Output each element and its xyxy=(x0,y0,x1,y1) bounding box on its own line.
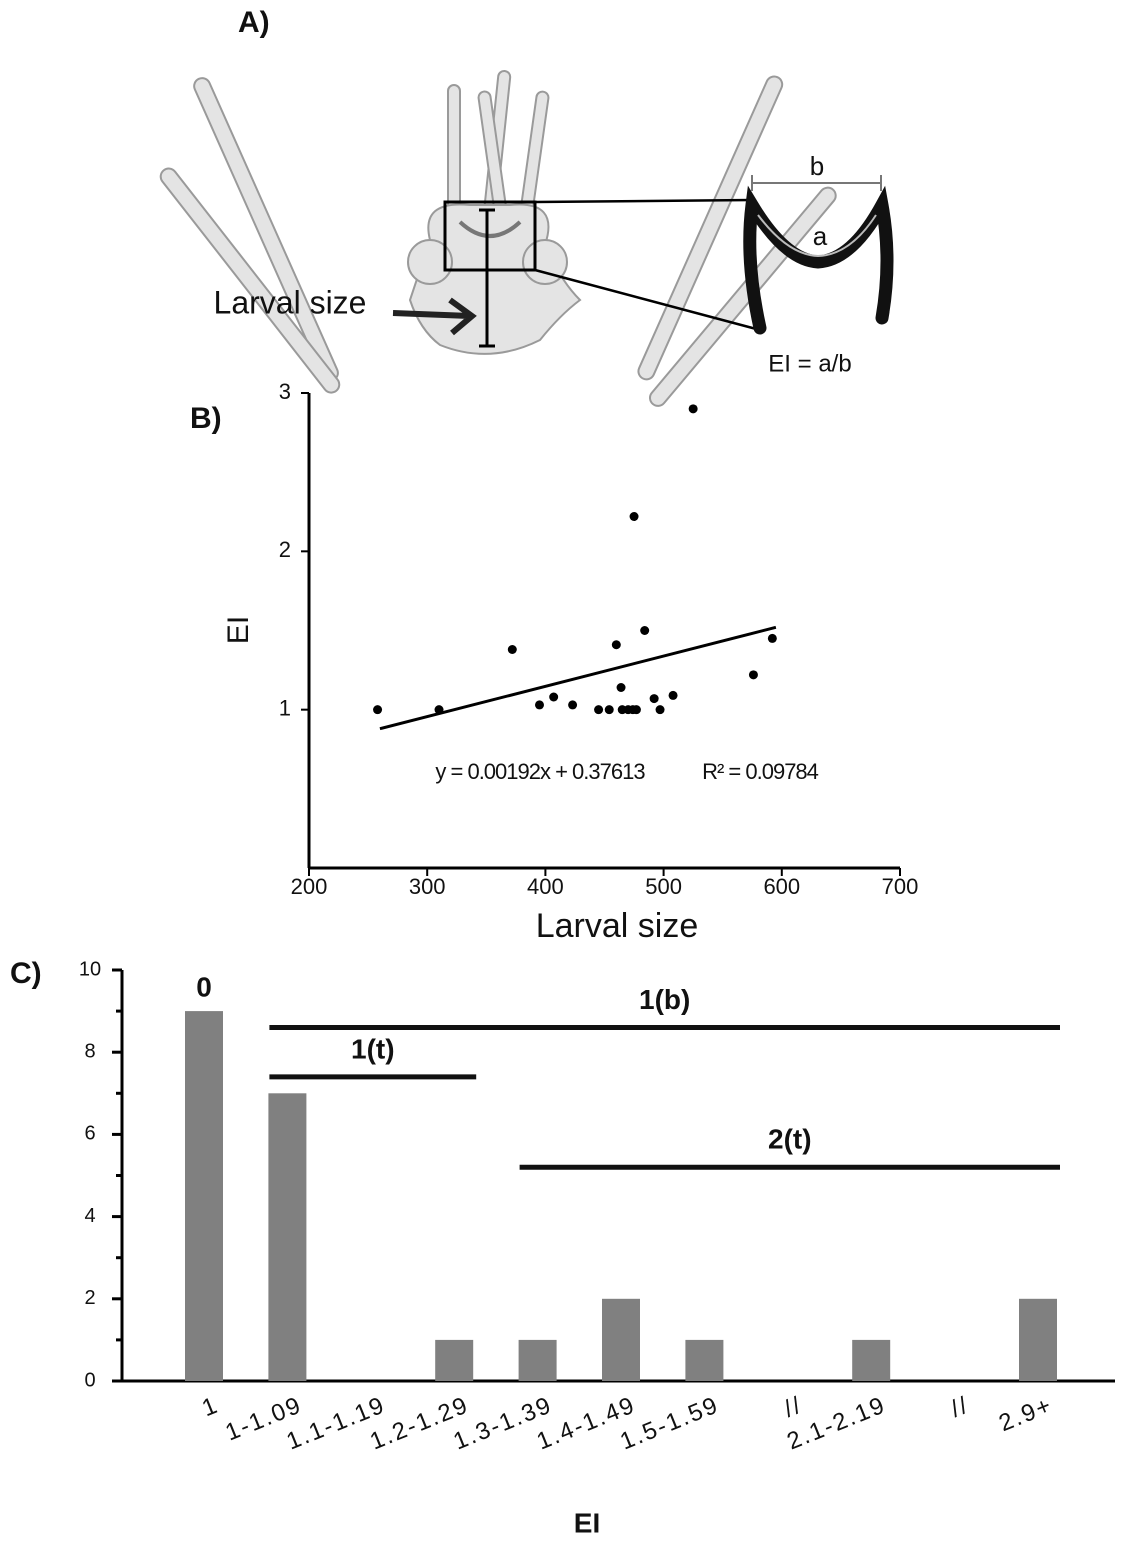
panel-label: B) xyxy=(190,402,222,435)
zoom-line xyxy=(534,198,753,204)
group-label: 1(t) xyxy=(351,1033,395,1064)
point xyxy=(434,705,444,715)
panel-label: C) xyxy=(10,957,42,990)
point xyxy=(668,690,678,700)
x-axis-label: EI xyxy=(574,1507,600,1538)
a-label: a xyxy=(813,221,828,251)
y-tick-label: 3 xyxy=(279,379,291,404)
y-tick-label: 8 xyxy=(84,1040,95,1062)
y-tick-label: 10 xyxy=(79,958,101,980)
bar xyxy=(1019,1298,1057,1381)
point xyxy=(616,683,626,692)
bar xyxy=(435,1339,474,1381)
bar xyxy=(685,1339,724,1381)
x-tick-label: 500 xyxy=(645,874,682,899)
x-tick-label: 700 xyxy=(882,874,919,899)
x-tick-label: 400 xyxy=(527,874,564,899)
point xyxy=(611,640,621,650)
point xyxy=(568,700,578,710)
larva-illustration xyxy=(159,69,837,407)
group-label: 0 xyxy=(196,971,212,1002)
point xyxy=(767,633,777,643)
point xyxy=(688,404,698,414)
point xyxy=(604,705,614,715)
x-tick-label: 200 xyxy=(291,874,328,899)
bar xyxy=(852,1339,891,1381)
zoom-box xyxy=(443,200,537,272)
point xyxy=(649,694,659,704)
b-measure xyxy=(751,175,882,191)
b-label: b xyxy=(810,151,824,181)
x-tick-label: 2.9+ xyxy=(995,1391,1056,1437)
x-axis-label: Larval size xyxy=(536,907,699,945)
x-tick-label: 600 xyxy=(763,874,800,899)
inset-shape xyxy=(743,185,894,335)
y-tick-label: 0 xyxy=(84,1369,95,1391)
point xyxy=(631,705,641,715)
x-tick-label: // xyxy=(780,1391,806,1423)
zoom-line xyxy=(534,268,761,332)
size-bar xyxy=(479,208,495,348)
equation: y = 0.00192x + 0.37613 xyxy=(435,759,645,784)
y-axis-label: EI xyxy=(222,616,255,644)
group-label: 2(t) xyxy=(768,1124,812,1155)
y-tick-label: 2 xyxy=(279,537,291,562)
point xyxy=(373,705,383,715)
group-label: 1(b) xyxy=(639,984,690,1015)
bar xyxy=(518,1339,557,1381)
trendline xyxy=(379,625,777,731)
point xyxy=(507,645,517,654)
point xyxy=(640,626,650,635)
point xyxy=(594,705,604,715)
point xyxy=(655,705,665,715)
y-tick-label: 6 xyxy=(84,1123,95,1145)
size-arrow xyxy=(392,297,477,336)
size-label: Larval size xyxy=(214,284,367,320)
bar xyxy=(185,1011,223,1381)
inset-inner xyxy=(757,214,877,258)
point xyxy=(748,670,758,680)
x-tick-label: 300 xyxy=(409,874,446,899)
bar xyxy=(268,1093,307,1381)
x-tick-label: // xyxy=(947,1391,973,1423)
y-tick-label: 4 xyxy=(84,1205,95,1227)
y-tick-label: 2 xyxy=(84,1287,95,1309)
point xyxy=(629,512,639,521)
point xyxy=(549,692,559,702)
x-tick-label: 1 xyxy=(198,1391,222,1422)
bar xyxy=(602,1298,640,1381)
panel-label: A) xyxy=(238,6,270,39)
y-tick-label: 1 xyxy=(279,695,291,720)
point xyxy=(534,700,544,710)
formula: EI = a/b xyxy=(768,350,851,377)
equation: R² = 0.09784 xyxy=(702,759,819,784)
